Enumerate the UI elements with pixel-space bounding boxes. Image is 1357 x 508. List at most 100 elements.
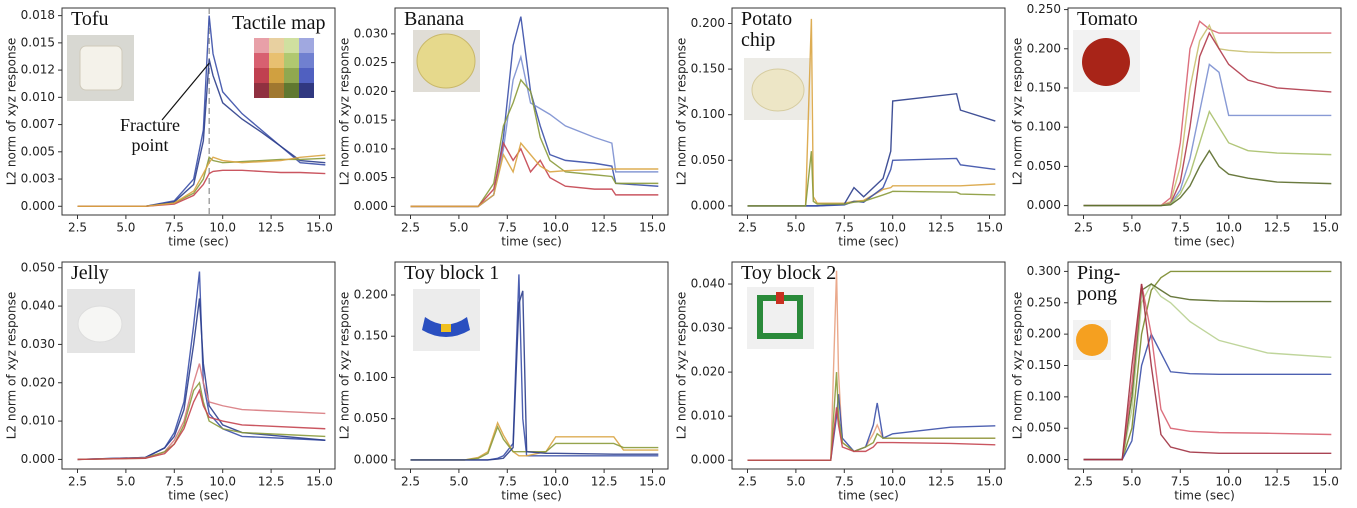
y-tick-label: 0.000 — [21, 452, 55, 466]
x-tick-label: 10.0 — [1215, 221, 1242, 235]
y-tick-label: 0.050 — [1027, 159, 1061, 173]
x-tick-label: 2.5 — [68, 475, 87, 489]
y-axis-label: L2 norm of xyz response — [338, 292, 352, 440]
y-tick-label: 0.000 — [354, 452, 388, 466]
x-tick-label: 15.0 — [306, 475, 333, 489]
x-axis-label: time (sec) — [1174, 235, 1235, 249]
y-tick-label: 0.015 — [354, 113, 388, 127]
x-tick-label: 12.5 — [591, 475, 618, 489]
x-tick-label: 10.0 — [209, 221, 236, 235]
x-tick-label: 5.0 — [786, 475, 805, 489]
y-tick-label: 0.000 — [1027, 452, 1061, 466]
y-tick-label: 0.250 — [1027, 2, 1061, 16]
y-axis-label: L2 norm of xyz response — [5, 38, 19, 186]
chart-title: Toy block 2 — [741, 263, 881, 284]
x-tick-label: 5.0 — [449, 221, 468, 235]
x-tick-label: 5.0 — [449, 475, 468, 489]
y-tick-label: 0.200 — [1027, 327, 1061, 341]
y-tick-label: 0.050 — [21, 260, 55, 274]
y-tick-label: 0.150 — [691, 62, 725, 76]
y-tick-label: 0.040 — [691, 277, 725, 291]
x-tick-label: 2.5 — [738, 221, 757, 235]
x-tick-label: 5.0 — [116, 475, 135, 489]
y-tick-label: 0.200 — [691, 16, 725, 30]
chart-title: Potato chip — [741, 9, 811, 51]
y-tick-label: 0.000 — [1027, 198, 1061, 212]
y-axis-label: L2 norm of xyz response — [5, 292, 19, 440]
chart-title: Toy block 1 — [404, 263, 544, 284]
y-tick-label: 0.010 — [354, 141, 388, 155]
y-tick-label: 0.000 — [21, 199, 55, 213]
x-axis-label: time (sec) — [838, 489, 899, 503]
photo-object — [78, 306, 122, 342]
x-tick-label: 7.5 — [165, 221, 184, 235]
fracture-label: Fracture point — [105, 115, 195, 155]
tactile-cell — [284, 83, 299, 98]
y-tick-label: 0.040 — [21, 299, 55, 313]
x-tick-label: 5.0 — [786, 221, 805, 235]
y-tick-label: 0.000 — [691, 198, 725, 212]
x-tick-label: 7.5 — [165, 475, 184, 489]
tactile-cell — [254, 83, 269, 98]
tactile-cell — [269, 68, 284, 83]
x-tick-label: 2.5 — [1074, 221, 1093, 235]
x-axis-label: time (sec) — [501, 489, 562, 503]
x-axis-label: time (sec) — [1174, 489, 1235, 503]
x-axis-label: time (sec) — [501, 235, 562, 249]
tactile-cell — [299, 53, 314, 68]
y-tick-label: 0.003 — [21, 172, 55, 186]
y-tick-label: 0.010 — [21, 414, 55, 428]
y-tick-label: 0.250 — [1027, 295, 1061, 309]
photo-object — [417, 34, 475, 88]
tactile-cell — [269, 38, 284, 53]
y-axis-label: L2 norm of xyz response — [675, 292, 689, 440]
y-tick-label: 0.000 — [691, 453, 725, 467]
x-tick-label: 5.0 — [116, 221, 135, 235]
tactile-cell — [269, 83, 284, 98]
y-tick-label: 0.010 — [21, 90, 55, 104]
y-tick-label: 0.100 — [1027, 120, 1061, 134]
photo-object — [1076, 324, 1108, 356]
chart-title: Jelly — [71, 263, 151, 284]
x-tick-label: 5.0 — [1122, 221, 1141, 235]
x-tick-label: 10.0 — [1215, 475, 1242, 489]
x-tick-label: 15.0 — [1312, 475, 1339, 489]
x-tick-label: 15.0 — [1312, 221, 1339, 235]
tactile-cell — [284, 53, 299, 68]
y-axis-label: L2 norm of xyz response — [1011, 38, 1025, 186]
photo-object — [1082, 38, 1130, 86]
x-tick-label: 12.5 — [258, 475, 285, 489]
y-tick-label: 0.150 — [354, 329, 388, 343]
x-tick-label: 12.5 — [1264, 475, 1291, 489]
photo-object — [441, 324, 451, 332]
tactile-cell — [269, 53, 284, 68]
x-tick-label: 10.0 — [542, 475, 569, 489]
tactile-cell — [254, 68, 269, 83]
x-tick-label: 2.5 — [68, 221, 87, 235]
chart-title: Tomato — [1077, 9, 1167, 30]
photo-object — [752, 69, 804, 111]
y-tick-label: 0.050 — [1027, 421, 1061, 435]
y-tick-label: 0.005 — [21, 144, 55, 158]
chart-title: Tofu — [71, 9, 151, 30]
x-tick-label: 15.0 — [976, 475, 1003, 489]
y-tick-label: 0.200 — [1027, 41, 1061, 55]
x-tick-label: 7.5 — [498, 475, 517, 489]
x-tick-label: 7.5 — [835, 475, 854, 489]
x-axis-label: time (sec) — [168, 489, 229, 503]
y-tick-label: 0.030 — [354, 26, 388, 40]
tactile-cell — [284, 38, 299, 53]
y-tick-label: 0.050 — [691, 153, 725, 167]
x-tick-label: 10.0 — [209, 475, 236, 489]
x-tick-label: 12.5 — [928, 475, 955, 489]
chart-title: Ping-pong — [1077, 263, 1127, 305]
y-tick-label: 0.030 — [21, 337, 55, 351]
x-tick-label: 7.5 — [1171, 475, 1190, 489]
tactile-cell — [299, 38, 314, 53]
y-tick-label: 0.012 — [21, 63, 55, 77]
x-axis-label: time (sec) — [168, 235, 229, 249]
x-tick-label: 15.0 — [976, 221, 1003, 235]
chart-title: Banana — [404, 9, 494, 30]
y-tick-label: 0.100 — [1027, 389, 1061, 403]
x-tick-label: 2.5 — [738, 475, 757, 489]
